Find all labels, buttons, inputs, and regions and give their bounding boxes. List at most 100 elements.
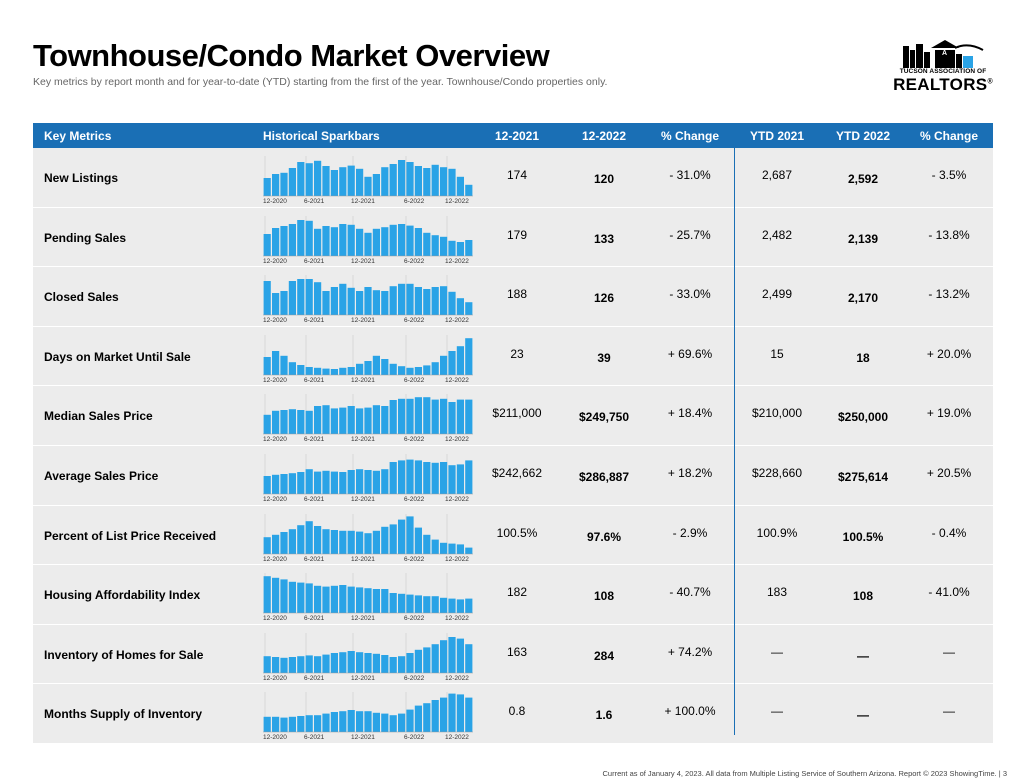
sparkbar-bar xyxy=(280,717,288,733)
sparkbar-bar xyxy=(356,228,364,256)
sparkbar-bar xyxy=(423,232,431,256)
sparkbar-bar xyxy=(364,711,372,733)
sparkbar-bar xyxy=(406,709,414,733)
sparkbar-bar xyxy=(280,579,288,614)
header-key-metrics: Key Metrics xyxy=(44,129,112,143)
sparkbar-bar xyxy=(356,587,364,614)
sparkbar-bar xyxy=(322,528,330,554)
value-month-2022: $249,750 xyxy=(578,410,630,425)
sparkbar-bar xyxy=(440,639,448,673)
sparkbar-bar xyxy=(288,281,296,316)
sparkbar-bar xyxy=(389,523,397,554)
sparkbar-bar xyxy=(381,469,389,494)
sparkbar-bar xyxy=(263,415,271,435)
sparkbar-bar xyxy=(381,654,389,673)
sparkbar-axis-label: 12-2020 xyxy=(263,317,287,325)
sparkbar-bar xyxy=(288,361,296,375)
value-ytd-2022: — xyxy=(857,708,869,723)
sparkbar-bar xyxy=(356,531,364,554)
table-row: Months Supply of Inventory 12-2020 6-2021 1… xyxy=(33,684,993,743)
sparkbar-bar xyxy=(448,291,456,316)
sparkbar-bar xyxy=(381,713,389,733)
sparkbar-bar xyxy=(347,650,355,673)
sparkbar-bar xyxy=(372,589,380,614)
sparkbar-bar xyxy=(322,225,330,256)
sparkbar-axis-label: 12-2020 xyxy=(263,615,287,623)
value-month-2022: 126 xyxy=(593,291,615,306)
sparkbar-bar xyxy=(398,160,406,196)
sparkbar-bar xyxy=(414,705,422,733)
sparkbar-bar xyxy=(280,172,288,196)
sparkbar-bar xyxy=(440,697,448,733)
sparkbar-bar xyxy=(456,298,464,316)
sparkbar-bar xyxy=(305,469,313,494)
sparkbar-axis-label: 6-2022 xyxy=(404,674,425,682)
svg-text:A: A xyxy=(942,50,947,57)
table-row: New Listings 12-2020 6-2021 12-2021 6-2022 12… xyxy=(33,148,993,207)
row-separator xyxy=(33,385,993,387)
sparkbar-bar xyxy=(330,408,338,435)
sparkbar-axis-label: 12-2020 xyxy=(263,257,287,265)
value-month-2021: 163 xyxy=(506,644,528,659)
sparkbar-bar xyxy=(389,715,397,733)
sparkbar-bar xyxy=(364,176,372,196)
sparkbar-chart xyxy=(263,215,473,256)
sparkbar-bar xyxy=(456,543,464,554)
sparkbar-bar xyxy=(423,647,431,673)
header-month-2021: 12-2021 xyxy=(494,129,540,143)
sparkbar-chart xyxy=(263,692,473,733)
sparkbar-bar xyxy=(339,651,347,673)
sparkbar-bar xyxy=(339,283,347,316)
sparkbar-bar xyxy=(330,585,338,614)
sparkbar-bar xyxy=(389,164,397,196)
sparkbar-bar xyxy=(431,643,439,673)
row-separator xyxy=(33,325,993,327)
sparkbar-bar xyxy=(339,471,347,494)
sparkbar-bar xyxy=(398,519,406,554)
sparkbar-bar xyxy=(314,715,322,733)
value-ytd-2021: — xyxy=(771,644,783,659)
sparkbar-bar xyxy=(456,599,464,614)
sparkbar-bar xyxy=(456,464,464,494)
sparkbar-bar xyxy=(456,694,464,733)
sparkbar-bar xyxy=(364,287,372,316)
sparkbar-bar xyxy=(440,597,448,614)
sparkbar-chart xyxy=(263,453,473,495)
sparkbar-bar xyxy=(305,366,313,375)
sparkbar-bar xyxy=(347,224,355,256)
sparkbar-bar xyxy=(330,287,338,316)
sparkbar-bar xyxy=(364,469,372,494)
sparkbar-bar xyxy=(339,585,347,614)
sparkbar-bar xyxy=(465,547,473,554)
sparkbar-bar xyxy=(347,586,355,614)
metric-name: Average Sales Price xyxy=(44,468,159,483)
sparkbar-bar xyxy=(414,397,422,435)
sparkbar-bar xyxy=(389,461,397,494)
sparkbar-bar xyxy=(423,596,431,614)
sparkbar-axis-label: 12-2022 xyxy=(445,198,469,205)
sparkbar-bar xyxy=(364,407,372,435)
sparkbar-axis-label: 6-2021 xyxy=(304,615,325,623)
sparkbar-bar xyxy=(448,598,456,614)
metric-name: Months Supply of Inventory xyxy=(44,707,202,722)
sparkbar-bar xyxy=(330,712,338,733)
sparkbar-bar xyxy=(364,588,372,614)
sparkbar-bar xyxy=(297,655,305,673)
sparkbar-bar xyxy=(414,649,422,673)
sparkbar-bar xyxy=(431,361,439,375)
sparkbar-bar xyxy=(398,399,406,435)
sparkbar-bar xyxy=(356,408,364,435)
sparkbar-axis-label: 12-2021 xyxy=(351,436,375,444)
row-separator xyxy=(33,444,993,446)
tucson-realtors-logo: A TUCSON ASSOCIATION OF REALTORS® xyxy=(893,38,993,94)
sparkbar-bar xyxy=(314,406,322,435)
sparkbar-bar xyxy=(398,460,406,494)
sparkbar-bar xyxy=(440,167,448,196)
value-month-2021: 23 xyxy=(510,346,524,361)
row-separator xyxy=(33,504,993,506)
sparkbar-bar xyxy=(423,289,431,316)
page-subtitle: Key metrics by report month and for year… xyxy=(33,76,608,88)
sparkbar-bar xyxy=(406,652,414,673)
sparkbar-bar xyxy=(456,399,464,435)
sparkbar-axis-label: 6-2022 xyxy=(404,495,425,503)
